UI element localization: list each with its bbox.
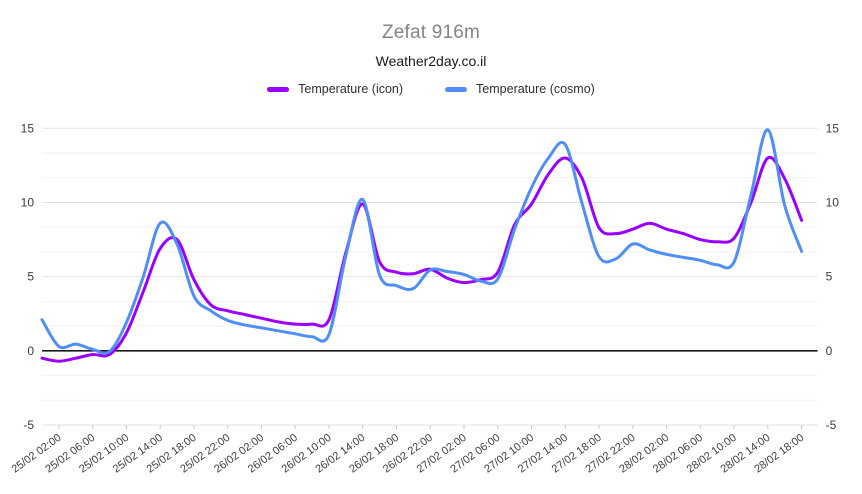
y-axis-label-left: 5 [27,270,34,284]
y-axis-label-right: 15 [826,121,840,135]
legend-label-cosmo: Temperature (cosmo) [476,82,595,96]
y-axis-label-right: -5 [826,418,837,432]
y-axis-label-left: 10 [21,195,35,209]
series-line-temperature-icon [40,155,804,363]
series-line-temperature-cosmo [40,128,804,355]
y-axis-label-right: 10 [826,195,840,209]
y-axis-label-right: 5 [826,270,833,284]
y-axis-label-right: 0 [826,344,833,358]
legend-item-temperature-icon: Temperature (icon) [267,82,403,96]
y-axis-label-left: -5 [23,418,34,432]
legend-label-icon: Temperature (icon) [298,82,404,96]
legend-swatch-cosmo [445,86,468,92]
chart-legend: Temperature (icon) Temperature (cosmo) [0,82,862,96]
chart-subtitle: Weather2day.co.il [375,53,487,69]
y-axis-label-left: 0 [27,344,34,358]
legend-swatch-icon [267,86,290,92]
chart-header: Zefat 916m Weather2day.co.il Temperature… [0,0,862,96]
page-title: Zefat 916m [381,22,481,43]
y-axis-label-left: 15 [21,121,35,135]
legend-item-temperature-cosmo: Temperature (cosmo) [445,82,595,96]
